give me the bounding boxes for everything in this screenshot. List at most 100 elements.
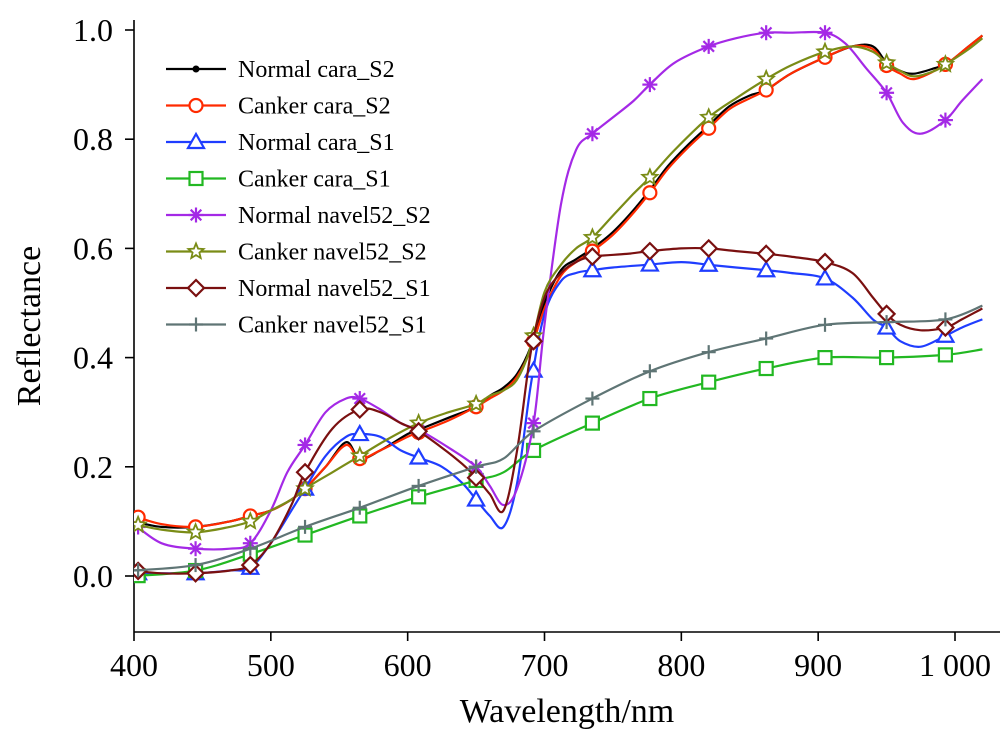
x-tick-label: 400 [110, 647, 158, 683]
y-tick-label: 0.4 [73, 340, 113, 376]
data-point-marker [582, 260, 603, 278]
data-point-marker [134, 563, 146, 578]
data-point-marker [189, 317, 203, 332]
data-point-marker [642, 77, 658, 93]
data-point-marker [758, 25, 774, 41]
data-point-marker [188, 97, 204, 114]
data-point-marker [411, 478, 426, 493]
series-layer [134, 25, 984, 584]
data-point-marker [938, 312, 953, 327]
x-tick-label: 900 [794, 647, 842, 683]
data-point-marker [879, 85, 895, 101]
data-point-marker [815, 41, 835, 61]
data-point-marker [409, 421, 429, 441]
data-point-marker [817, 350, 833, 366]
legend-item: Normal cara_S1 [166, 130, 395, 156]
data-point-marker [935, 54, 956, 73]
series-canker-navel52-s2 [134, 37, 984, 541]
legend-item: Normal cara_S2 [166, 57, 395, 83]
data-point-marker [188, 558, 203, 573]
legend-item: Canker navel52_S1 [166, 313, 427, 339]
data-point-marker [186, 278, 206, 298]
data-point-marker [698, 254, 719, 272]
data-point-marker [349, 445, 370, 465]
y-tick-label: 0.6 [73, 230, 113, 266]
data-point-marker [297, 437, 313, 453]
data-point-marker [876, 52, 897, 72]
data-point-marker [295, 462, 315, 482]
data-point-marker [818, 317, 833, 332]
legend-label: Normal cara_S1 [238, 130, 395, 156]
x-tick-label: 500 [247, 647, 295, 683]
series-line [134, 246, 983, 575]
data-point-marker [937, 347, 954, 363]
legend-item: Canker cara_S1 [166, 167, 391, 193]
legend-label: Canker navel52_S2 [238, 240, 427, 266]
data-point-marker [937, 112, 953, 128]
x-axis-title: Wavelength/nm [460, 693, 674, 730]
data-point-marker [466, 468, 486, 488]
data-point-marker [815, 268, 835, 286]
data-point-marker [756, 68, 777, 88]
series-line [134, 37, 984, 534]
data-point-marker [525, 442, 542, 459]
legend-item: Normal navel52_S1 [166, 276, 431, 302]
data-point-marker [817, 25, 833, 41]
legend-label: Canker cara_S2 [238, 94, 391, 120]
data-point-marker [878, 350, 895, 366]
legend-item: Canker navel52_S2 [166, 240, 427, 266]
data-point-marker [756, 260, 777, 278]
legend-item: Canker cara_S2 [166, 94, 391, 120]
data-point-marker [186, 131, 206, 150]
legend-label: Normal navel52_S2 [238, 203, 431, 229]
series-line [134, 348, 983, 578]
data-point-marker [185, 521, 206, 541]
data-point-marker [350, 399, 370, 420]
data-point-marker [186, 563, 206, 583]
data-point-marker [192, 65, 200, 73]
data-point-marker [134, 514, 148, 534]
data-point-marker [188, 207, 204, 223]
data-point-marker [640, 167, 660, 186]
legend-label: Canker cara_S1 [238, 167, 391, 193]
data-point-marker [699, 238, 719, 258]
data-point-marker [352, 500, 367, 515]
data-point-marker [701, 374, 717, 390]
data-point-marker [523, 331, 544, 351]
data-point-marker [582, 227, 603, 246]
data-point-marker [523, 360, 544, 378]
data-point-marker [188, 170, 204, 187]
legend: Normal cara_S2 Canker cara_S2 Normal cara_… [166, 57, 431, 339]
data-point-marker [701, 38, 717, 54]
y-tick-label: 0.0 [73, 558, 113, 594]
data-point-marker [640, 241, 660, 261]
data-point-marker [582, 247, 602, 267]
data-point-marker [408, 447, 429, 465]
data-point-marker [758, 360, 774, 377]
data-point-marker [698, 107, 719, 126]
legend-label: Canker navel52_S1 [238, 313, 427, 339]
y-tick-label: 0.8 [73, 121, 113, 157]
series-canker-cara-s1 [134, 347, 983, 584]
data-point-marker [188, 541, 204, 557]
data-point-marker [469, 459, 484, 474]
data-point-marker [526, 424, 541, 439]
data-point-marker [642, 390, 658, 407]
data-point-marker [642, 364, 657, 379]
data-point-marker [240, 511, 261, 530]
data-point-marker [701, 345, 716, 360]
ticks: 400 500 600 700 800 900 1 000 0.0 0.2 0.4 0.6 0.8 1.… [73, 12, 991, 683]
data-point-marker [639, 254, 660, 272]
data-point-marker [466, 489, 486, 507]
data-point-marker [349, 423, 370, 442]
data-point-marker [759, 331, 774, 346]
data-point-marker [186, 241, 206, 260]
data-point-marker [756, 244, 776, 264]
series-canker-navel52-s1 [134, 304, 983, 578]
x-tick-label: 600 [384, 647, 432, 683]
legend-label: Normal navel52_S1 [238, 276, 431, 302]
data-point-marker [642, 185, 658, 201]
data-point-marker [584, 415, 600, 431]
data-point-marker [935, 318, 955, 338]
